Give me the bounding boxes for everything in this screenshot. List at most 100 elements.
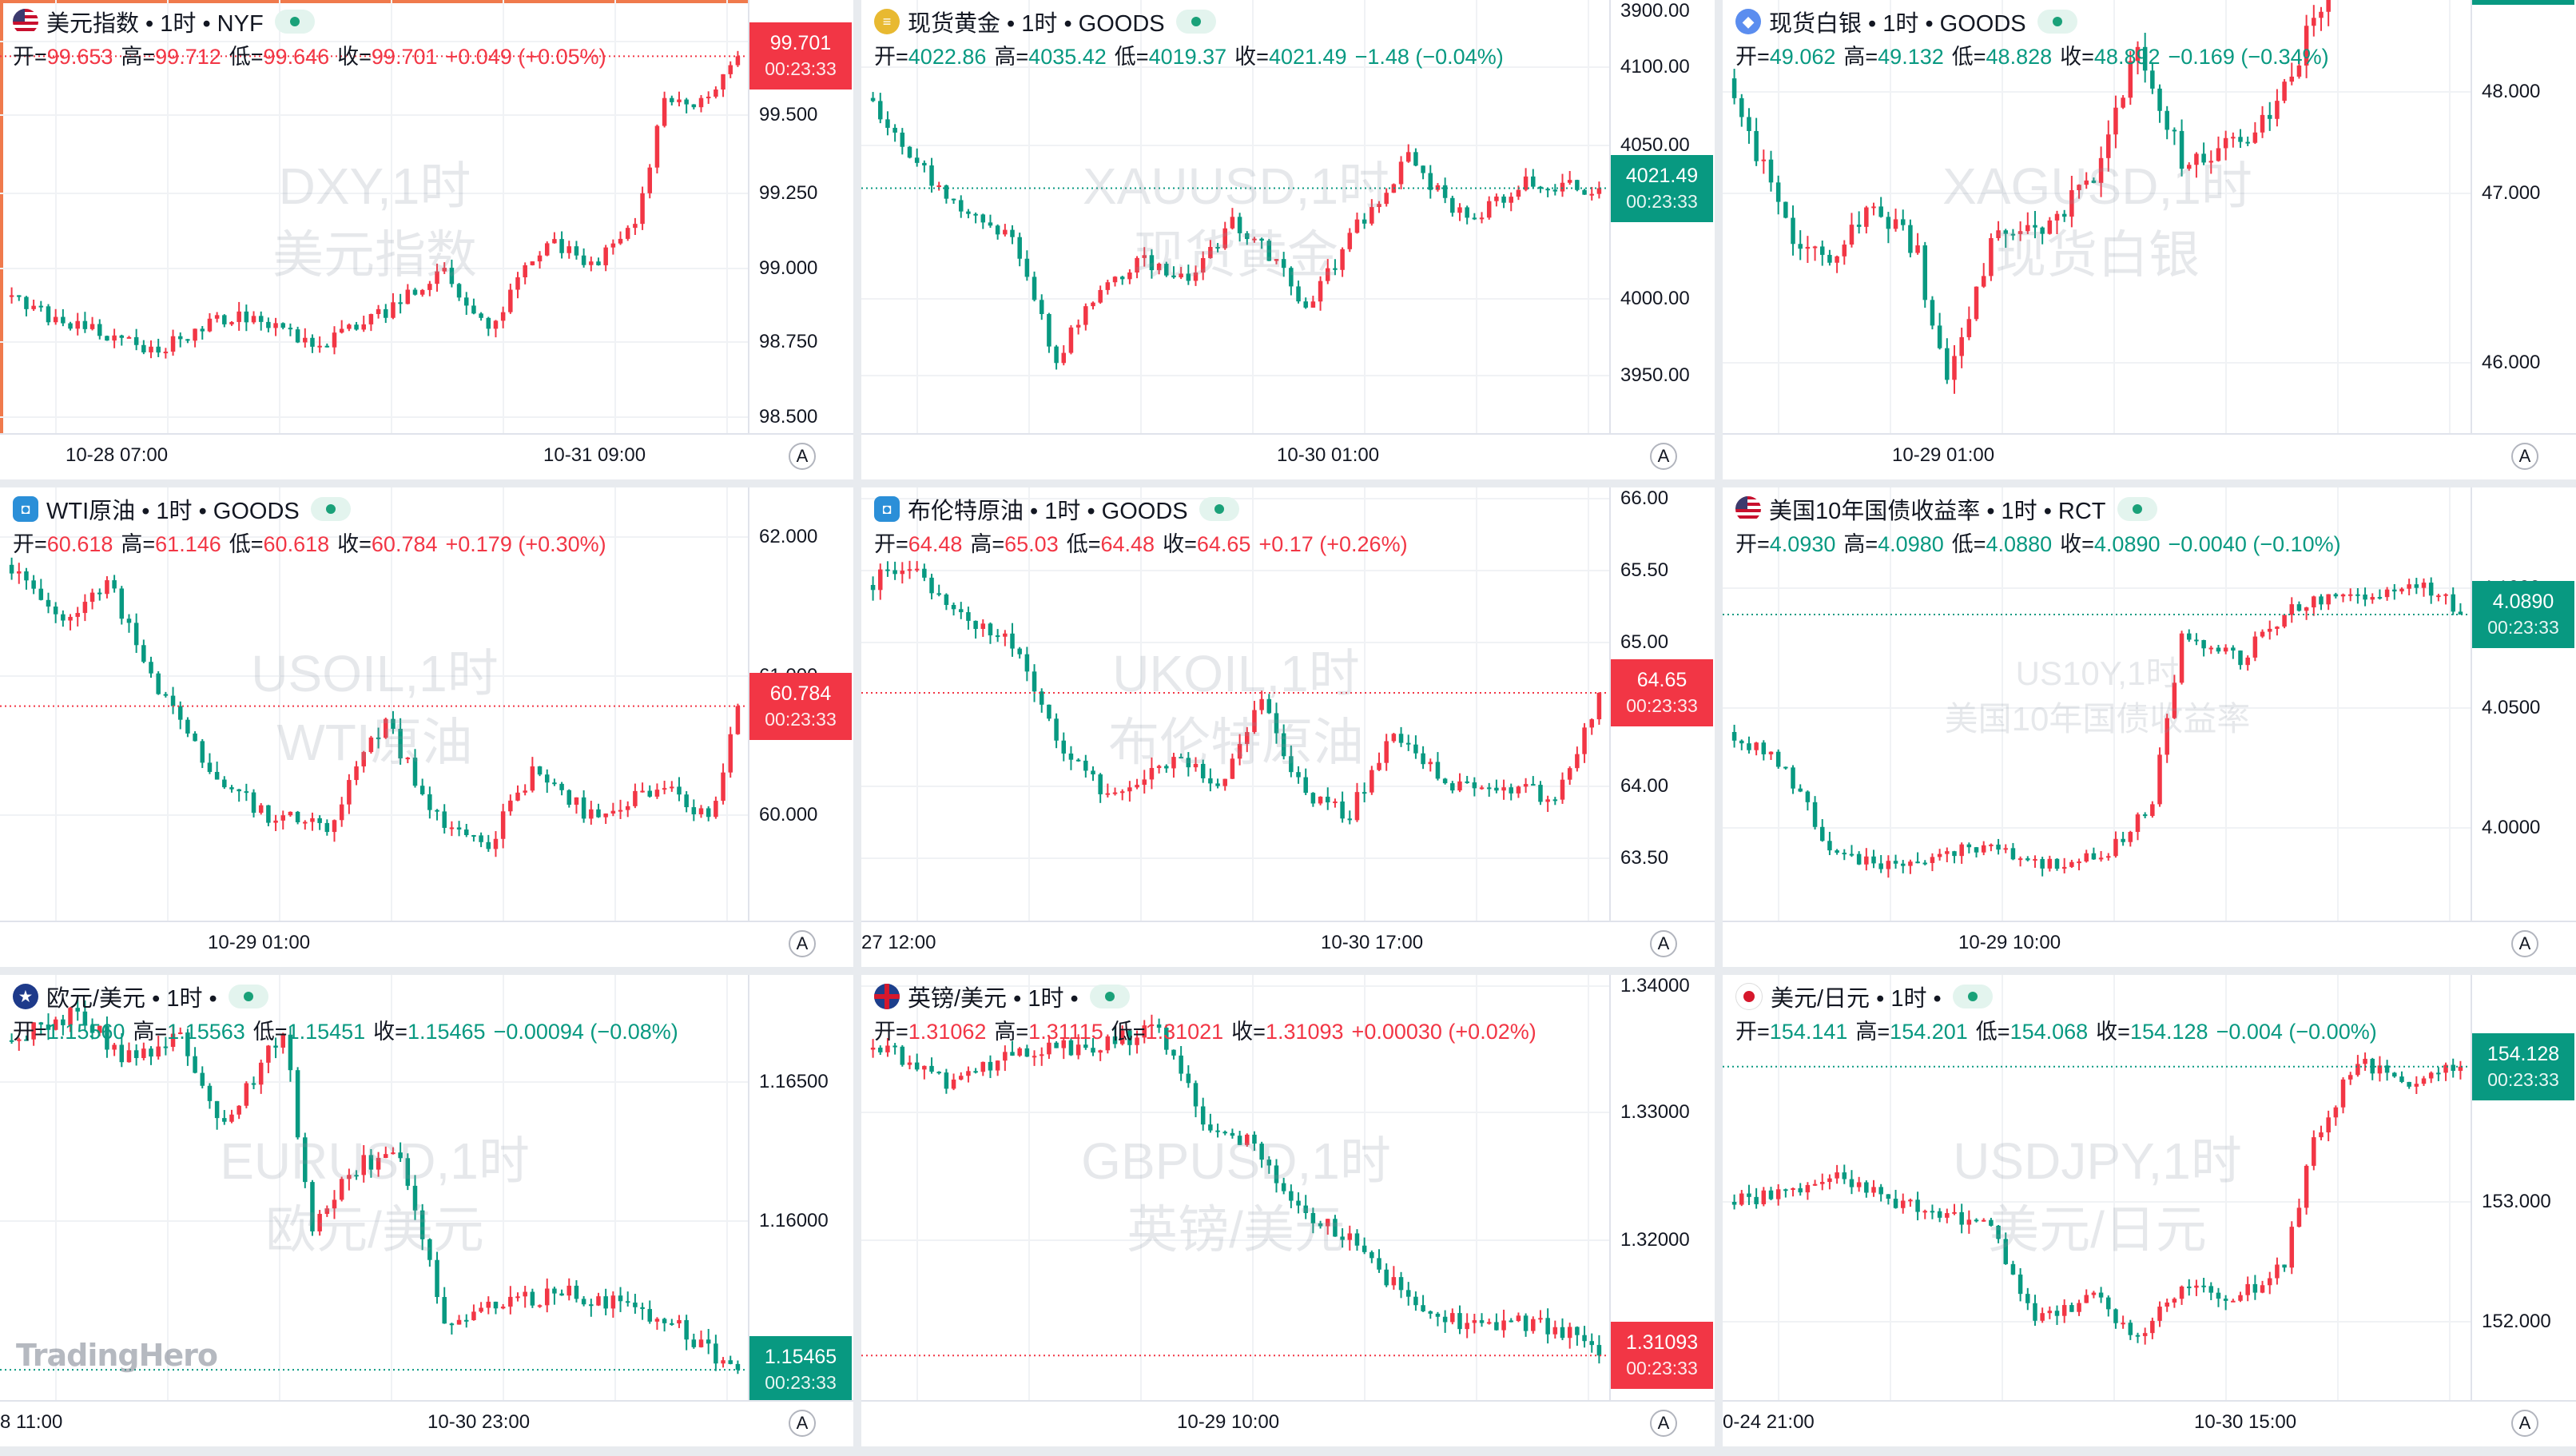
bar-countdown: 00:23:33 xyxy=(2487,1068,2559,1090)
chart-panel[interactable]: US10Y,1时 美国10年国债收益率 美国10年国债收益率 • 1时 • RCT 开… xyxy=(1723,487,2576,967)
chart-panel[interactable]: EURUSD,1时 欧元/美元 ★ 欧元/美元 • 1时 • 开=1.15560 高=1.… xyxy=(0,975,853,1446)
candle xyxy=(2304,14,2309,78)
ohlc-close-label: 收= xyxy=(1234,45,1269,69)
time-axis[interactable]: 10-30 01:00 xyxy=(861,433,1715,479)
chart-panel[interactable]: GBPUSD,1时 英镑/美元 英镑/美元 • 1时 • 开=1.31062 高=1.3… xyxy=(861,975,1715,1446)
candlestick-chart[interactable] xyxy=(0,975,749,1402)
chart-panel[interactable]: USDJPY,1时 美元/日元 美元/日元 • 1时 • 开=154.141 高=154… xyxy=(1723,975,2576,1446)
symbol-title-row[interactable]: ◆ 现货白银 • 1时 • GOODS xyxy=(1735,6,2329,37)
candle xyxy=(1959,1203,1964,1234)
time-axis[interactable]: 10-29 01:00 xyxy=(0,921,853,967)
candlestick-chart[interactable] xyxy=(1723,487,2472,922)
candle xyxy=(1230,1128,1235,1139)
candle xyxy=(2157,1301,2162,1327)
symbol-title-row[interactable]: 美国10年国债收益率 • 1时 • RCT xyxy=(1735,494,2341,524)
symbol-title-row[interactable]: 美元指数 • 1时 • NYF xyxy=(13,6,606,37)
candle xyxy=(2010,229,2016,241)
time-axis[interactable]: 27 12:00 10-30 17:00 xyxy=(861,921,1715,967)
market-open-badge[interactable] xyxy=(274,10,315,34)
ohlc-open-value: 1.31062 xyxy=(908,1020,987,1044)
candlestick-chart[interactable] xyxy=(0,487,749,922)
time-axis[interactable]: 10-29 10:00 xyxy=(1723,921,2576,967)
candle xyxy=(185,717,190,738)
market-open-badge[interactable] xyxy=(1199,497,1239,521)
symbol-title-row[interactable]: ≡ 现货黄金 • 1时 • GOODS xyxy=(874,6,1504,37)
ohlc-values: 开=154.141 高=154.201 低=154.068 收=154.128 −0.0… xyxy=(1735,1014,2377,1045)
price-axis[interactable]: 4100.00 4050.00 4000.00 3950.00 3900.00 4021.… xyxy=(1609,0,1715,435)
candle xyxy=(1974,846,1979,857)
chart-panel[interactable]: XAGUSD,1时 现货白银 ◆ 现货白银 • 1时 • GOODS 开=49.062 高… xyxy=(1723,0,2576,479)
auto-scale-button[interactable]: A xyxy=(1650,930,1677,957)
candle xyxy=(1032,664,1037,702)
chart-panel[interactable]: XAUUSD,1时 现货黄金 ≡ 现货黄金 • 1时 • GOODS 开=4022.86… xyxy=(861,0,1715,479)
market-open-badge[interactable] xyxy=(2117,497,2157,521)
last-price-tag: 99.701 00:23:33 xyxy=(749,22,852,90)
symbol-title-row[interactable]: ◘ WTI原油 • 1时 • GOODS xyxy=(13,494,606,524)
ohlc-open-value: 4.0930 xyxy=(1769,532,1836,556)
candle xyxy=(988,214,993,229)
price-axis[interactable]: 1.16500 1.16000 1.15465 00:23:33 xyxy=(748,975,853,1404)
candle xyxy=(38,300,44,312)
candle xyxy=(1186,1065,1191,1088)
candle xyxy=(1296,766,1301,784)
candle xyxy=(633,1294,638,1314)
candle xyxy=(1193,757,1199,772)
candle xyxy=(1208,768,1213,792)
candle xyxy=(1405,1282,1411,1306)
candlestick-chart[interactable] xyxy=(861,975,1611,1402)
chart-panel[interactable]: DXY,1时 美元指数 美元指数 • 1时 • NYF 开=99.653 高=99.71… xyxy=(0,0,853,479)
time-tick-label: 8 11:00 xyxy=(0,1411,63,1433)
symbol-title-row[interactable]: 英镑/美元 • 1时 • xyxy=(874,981,1536,1012)
market-open-badge[interactable] xyxy=(1952,985,1993,1008)
symbol-title-row[interactable]: ◘ 布伦特原油 • 1时 • GOODS xyxy=(874,494,1408,524)
chart-legend: ◘ 布伦特原油 • 1时 • GOODS 开=64.48 高=65.03 低=64.48… xyxy=(874,494,1408,558)
market-open-badge[interactable] xyxy=(310,497,351,521)
auto-scale-button[interactable]: A xyxy=(789,1410,816,1437)
price-axis[interactable]: 153.000 152.000 154.128 00:23:33 xyxy=(2471,975,2576,1402)
candle xyxy=(1465,1313,1469,1339)
auto-scale-button[interactable]: A xyxy=(1650,1410,1677,1437)
candle xyxy=(486,1296,491,1315)
candlestick-chart[interactable] xyxy=(861,0,1611,435)
candle xyxy=(1435,752,1441,781)
ohlc-values: 开=4.0930 高=4.0980 低=4.0880 收=4.0890 −0.0040 … xyxy=(1735,527,2341,558)
symbol-title-row[interactable]: 美元/日元 • 1时 • xyxy=(1735,981,2377,1012)
auto-scale-button[interactable]: A xyxy=(2511,930,2538,957)
chart-panel[interactable]: USOIL,1时 WTI原油 ◘ WTI原油 • 1时 • GOODS 开=60.618… xyxy=(0,487,853,967)
candle xyxy=(1589,718,1594,735)
candlestick-chart[interactable] xyxy=(1723,975,2472,1402)
candlestick-chart[interactable] xyxy=(0,0,749,435)
auto-scale-button[interactable]: A xyxy=(789,930,816,957)
ohlc-low-value: 99.646 xyxy=(263,45,330,69)
price-axis[interactable]: 99.75099.50099.25099.00098.75098.50099.7… xyxy=(748,0,853,435)
auto-scale-button[interactable]: A xyxy=(2511,1410,2538,1437)
price-axis[interactable]: 66.00 65.50 65.00 64.00 63.50 64.65 00:23:33 xyxy=(1609,487,1715,922)
chart-panel[interactable]: UKOIL,1时 布伦特原油 ◘ 布伦特原油 • 1时 • GOODS 开=64.48 高… xyxy=(861,487,1715,967)
market-open-badge[interactable] xyxy=(1175,10,1216,34)
price-tick-label: 1.33000 xyxy=(1620,1101,1690,1123)
candle xyxy=(537,251,543,269)
time-axis[interactable]: 10-29 01:00 xyxy=(1723,433,2576,479)
time-axis[interactable]: 10-28 07:00 10-31 09:00 xyxy=(0,433,853,479)
time-axis[interactable]: 8 11:00 10-30 23:00 xyxy=(0,1400,853,1446)
time-axis[interactable]: 0-24 21:00 10-30 15:00 xyxy=(1723,1400,2576,1446)
candlestick-chart[interactable] xyxy=(861,487,1611,922)
market-open-badge[interactable] xyxy=(228,985,268,1008)
market-open-badge[interactable] xyxy=(2037,10,2077,34)
candle xyxy=(419,288,425,297)
auto-scale-button[interactable]: A xyxy=(2511,443,2538,470)
market-open-badge[interactable] xyxy=(1089,985,1130,1008)
price-axis[interactable]: 48.000 47.000 46.000 48.89200:23:33 xyxy=(2471,0,2576,435)
candle xyxy=(1266,694,1272,714)
time-axis[interactable]: 10-29 10:00 xyxy=(861,1400,1715,1446)
auto-scale-button[interactable]: A xyxy=(789,443,816,470)
candle xyxy=(1245,726,1250,753)
price-axis[interactable]: 1.34000 1.33000 1.32000 1.31093 00:23:33 xyxy=(1609,975,1715,1402)
candlestick-chart[interactable] xyxy=(1723,0,2472,435)
candle xyxy=(2340,1077,2346,1114)
candle xyxy=(61,308,66,327)
symbol-title-row[interactable]: ★ 欧元/美元 • 1时 • xyxy=(13,981,678,1012)
auto-scale-button[interactable]: A xyxy=(1650,443,1677,470)
